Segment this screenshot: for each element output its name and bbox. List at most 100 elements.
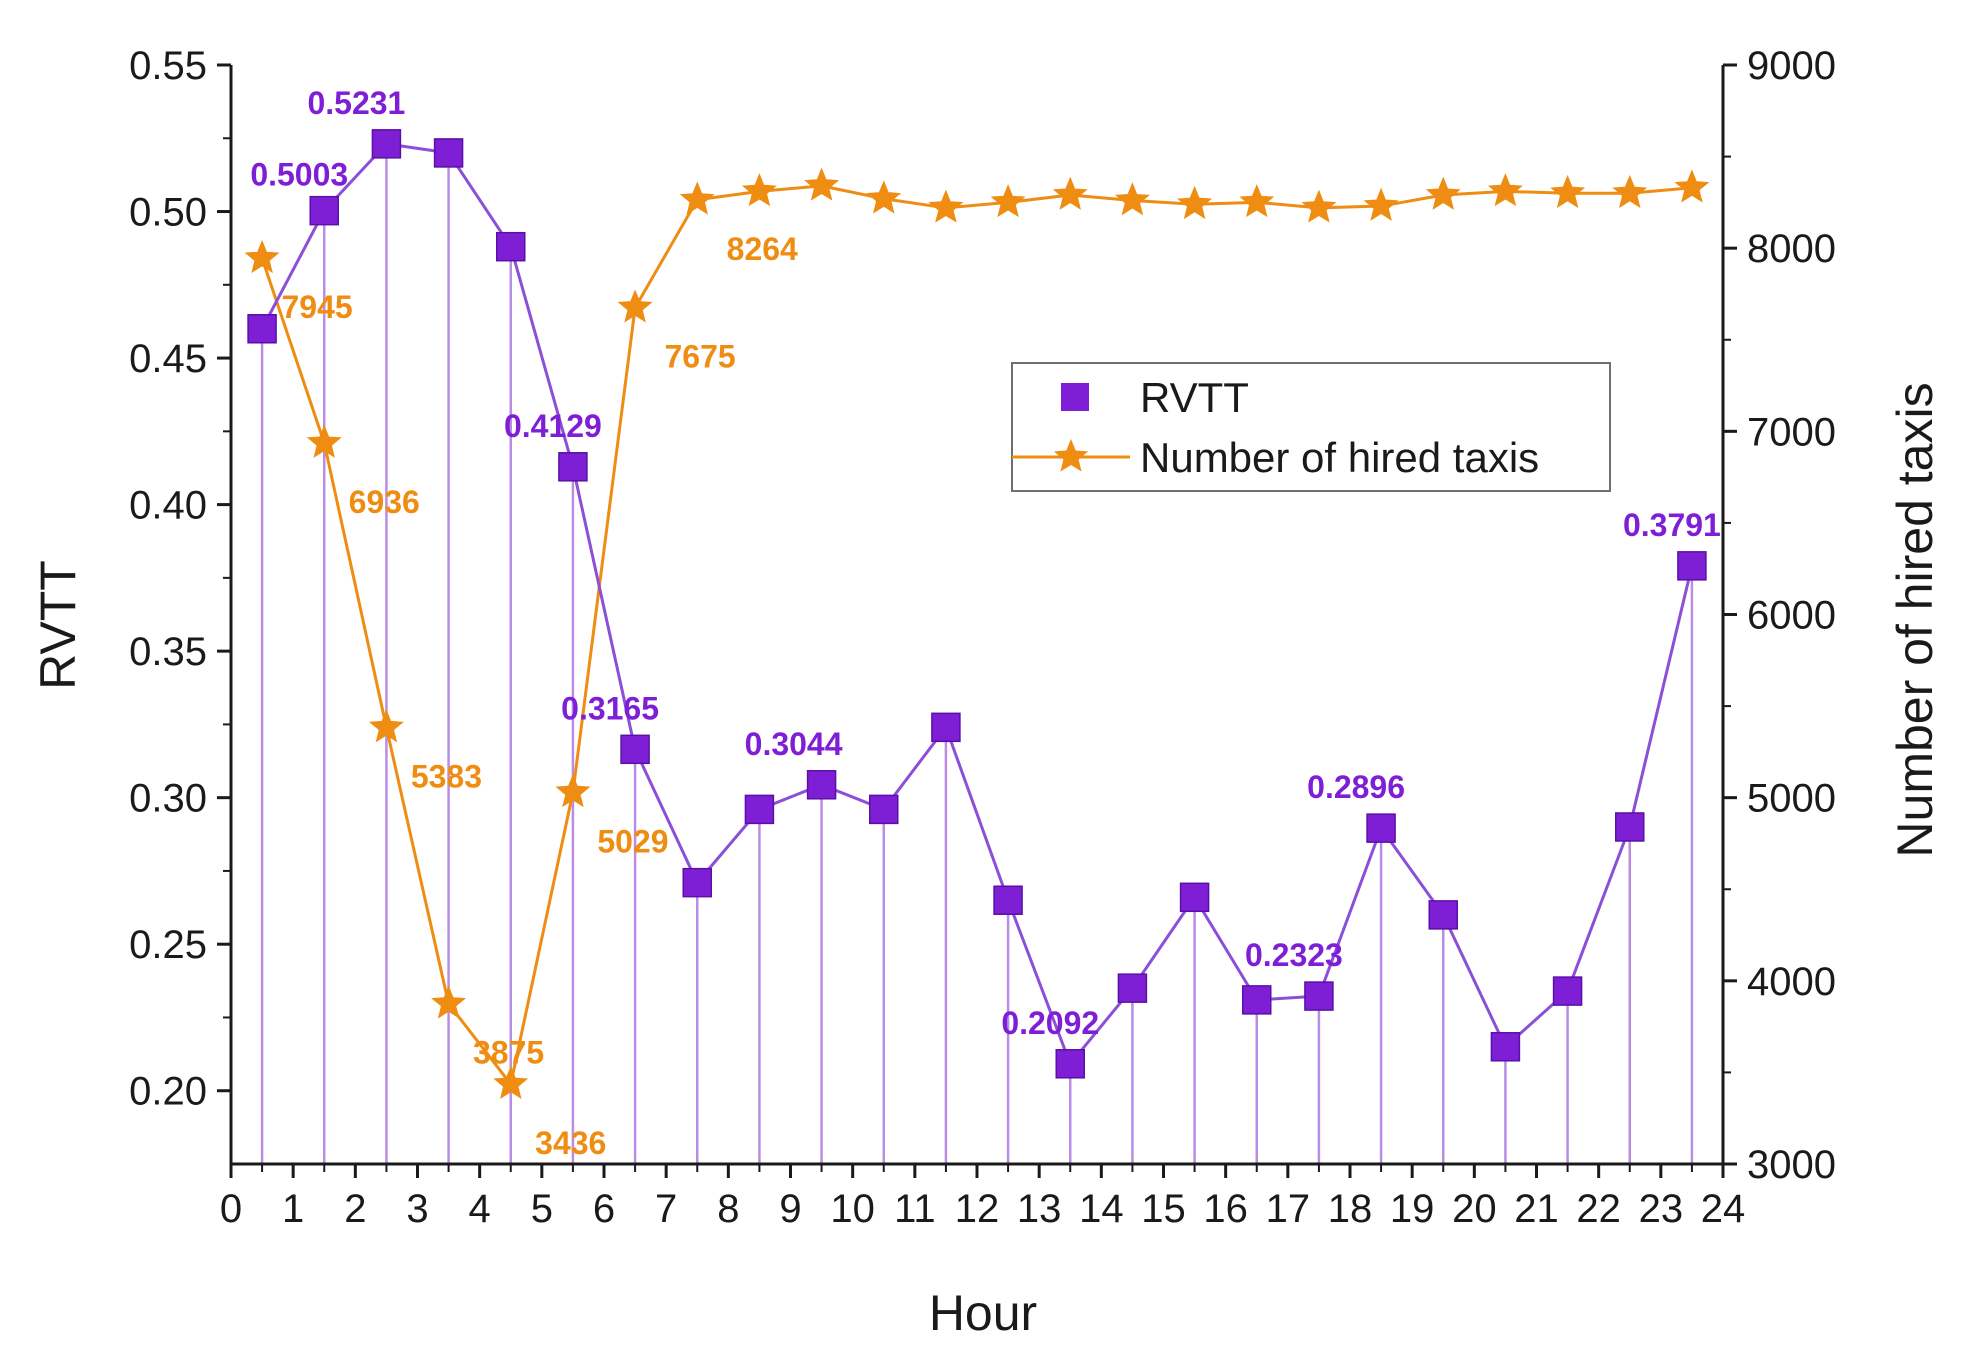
data-labels: 0.5003 0.5231 0.4129 0.3165 0.3044 0.2092 0.23… — [250, 85, 1721, 1161]
x-tick-label: 6 — [593, 1187, 615, 1231]
rvtt-data-label: 0.3791 — [1623, 507, 1721, 543]
rvtt-square-point — [433, 138, 464, 168]
taxis-star-point — [244, 239, 280, 274]
rvtt-line — [260, 142, 1694, 1067]
x-tick-label: 3 — [406, 1187, 428, 1231]
taxis-data-label: 7945 — [281, 289, 352, 325]
rvtt-data-label: 0.2896 — [1307, 769, 1405, 805]
rvtt-square-point — [558, 452, 588, 482]
rvtt-square-point — [247, 314, 277, 344]
rvtt-square-point — [1677, 551, 1707, 581]
rvtt-square-point — [1490, 1032, 1521, 1062]
y-left-tick-label: 0.35 — [129, 630, 207, 674]
rvtt-data-label: 0.3165 — [561, 690, 659, 726]
taxis-data-label: 3436 — [535, 1125, 606, 1161]
y-left-tick-label: 0.50 — [129, 191, 207, 235]
y-right-tick-label: 8000 — [1747, 227, 1836, 271]
x-tick-label: 14 — [1079, 1187, 1124, 1231]
taxis-star-point — [1177, 185, 1213, 220]
x-tick-label: 15 — [1141, 1187, 1186, 1231]
x-tick-label: 23 — [1639, 1187, 1684, 1231]
y-left-tick-label: 0.20 — [129, 1070, 207, 1114]
rvtt-data-label: 0.5231 — [307, 85, 405, 121]
rvtt-square-point — [1179, 882, 1210, 913]
rvtt-data-label: 0.2092 — [1001, 1005, 1099, 1041]
rvtt-square-point — [931, 712, 961, 743]
x-axis-ticks: 0 1 2 3 4 5 6 7 8 9 10 11 12 13 14 15 16 17 18 19 20 21 22 23 24 — [220, 1164, 1745, 1231]
taxis-star-point — [1239, 184, 1275, 218]
taxis-data-label: 6936 — [349, 484, 420, 520]
legend-box — [1011, 362, 1611, 492]
y-right-tick-label: 9000 — [1747, 44, 1836, 88]
rvtt-square-point — [993, 885, 1023, 915]
x-tick-label: 0 — [220, 1187, 242, 1231]
legend-taxis-marker — [1053, 439, 1089, 472]
taxis-star-point — [1550, 174, 1586, 209]
taxis-star-point — [1114, 182, 1150, 216]
y-left-tick-label: 0.25 — [129, 923, 207, 967]
x-tick-label: 17 — [1266, 1187, 1311, 1231]
x-tick-label: 16 — [1203, 1187, 1248, 1231]
taxis-star-point — [741, 173, 777, 207]
taxis-star-point — [368, 709, 404, 743]
rvtt-square-point — [371, 129, 402, 159]
taxis-star-point — [1487, 173, 1523, 207]
x-tick-label: 22 — [1576, 1187, 1621, 1231]
x-tick-label: 12 — [955, 1187, 1000, 1231]
legend-rvtt-marker — [1061, 383, 1089, 411]
y-right-tick-label: 6000 — [1747, 594, 1836, 638]
x-tick-label: 24 — [1701, 1187, 1746, 1231]
rvtt-drop-lines — [260, 143, 1694, 1164]
taxis-data-label: 5029 — [597, 823, 668, 859]
taxis-star-point — [493, 1065, 529, 1099]
rvtt-data-label: 0.3044 — [745, 726, 843, 762]
y-left-tick-label: 0.30 — [129, 777, 207, 821]
x-tick-label: 20 — [1452, 1187, 1497, 1231]
legend: RVTT Number of hired taxis — [1011, 362, 1611, 492]
taxis-star-point — [1612, 174, 1648, 209]
y-right-axis-title: Number of hired taxis — [1887, 382, 1943, 857]
y-right-tick-label: 7000 — [1747, 410, 1836, 454]
taxis-line — [260, 184, 1693, 1088]
rvtt-square-point — [496, 231, 526, 262]
y-left-axis-title: RVTT — [30, 560, 86, 690]
rvtt-square-point — [869, 794, 899, 825]
rvtt-data-label: 0.4129 — [504, 408, 602, 444]
y-left-tick-label: 0.45 — [129, 337, 207, 381]
x-tick-label: 7 — [655, 1187, 677, 1231]
taxis-star-point — [1052, 176, 1088, 210]
rvtt-series — [247, 129, 1707, 1079]
rvtt-square-point — [309, 195, 339, 226]
rvtt-data-label: 0.2323 — [1245, 937, 1343, 973]
x-tick-label: 5 — [531, 1187, 553, 1231]
x-tick-label: 9 — [779, 1187, 801, 1231]
x-tick-label: 11 — [894, 1187, 936, 1231]
taxis-data-label: 5383 — [411, 759, 482, 795]
y-right-tick-label: 3000 — [1747, 1143, 1836, 1187]
x-tick-label: 18 — [1328, 1187, 1373, 1231]
taxis-star-point — [431, 985, 467, 1019]
rvtt-square-point — [806, 770, 837, 800]
taxis-star-point — [555, 774, 591, 808]
x-tick-label: 2 — [344, 1187, 366, 1231]
rvtt-data-label: 0.5003 — [250, 157, 348, 193]
y-right-axis-ticks: 3000 4000 5000 6000 7000 8000 9000 — [1723, 44, 1836, 1187]
x-tick-label: 10 — [830, 1187, 875, 1231]
rvtt-square-point — [1552, 976, 1583, 1006]
y-left-tick-label: 0.55 — [129, 44, 207, 88]
rvtt-square-point — [1615, 812, 1645, 842]
rvtt-square-point — [1055, 1049, 1085, 1079]
x-tick-label: 21 — [1514, 1187, 1559, 1231]
x-tick-label: 13 — [1017, 1187, 1062, 1231]
rvtt-square-point — [744, 794, 775, 825]
rvtt-square-point — [682, 867, 712, 898]
rvtt-square-point — [1242, 985, 1272, 1015]
y-left-axis-ticks: 0.20 0.25 0.30 0.35 0.40 0.45 0.50 0.55 — [129, 44, 231, 1114]
x-axis-title: Hour — [929, 1285, 1037, 1341]
legend-taxis-label: Number of hired taxis — [1140, 434, 1539, 481]
taxis-star-point — [1425, 176, 1461, 210]
x-tick-label: 8 — [717, 1187, 739, 1231]
rvtt-square-point — [1428, 900, 1458, 930]
taxis-star-point — [990, 184, 1026, 218]
legend-rvtt-label: RVTT — [1140, 374, 1249, 421]
